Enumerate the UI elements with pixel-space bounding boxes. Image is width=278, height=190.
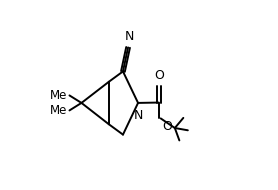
Text: N: N xyxy=(133,109,143,122)
Text: N: N xyxy=(124,30,134,43)
Text: O: O xyxy=(154,69,164,82)
Text: Me: Me xyxy=(50,104,68,117)
Text: Me: Me xyxy=(50,89,68,102)
Text: O: O xyxy=(162,120,172,133)
